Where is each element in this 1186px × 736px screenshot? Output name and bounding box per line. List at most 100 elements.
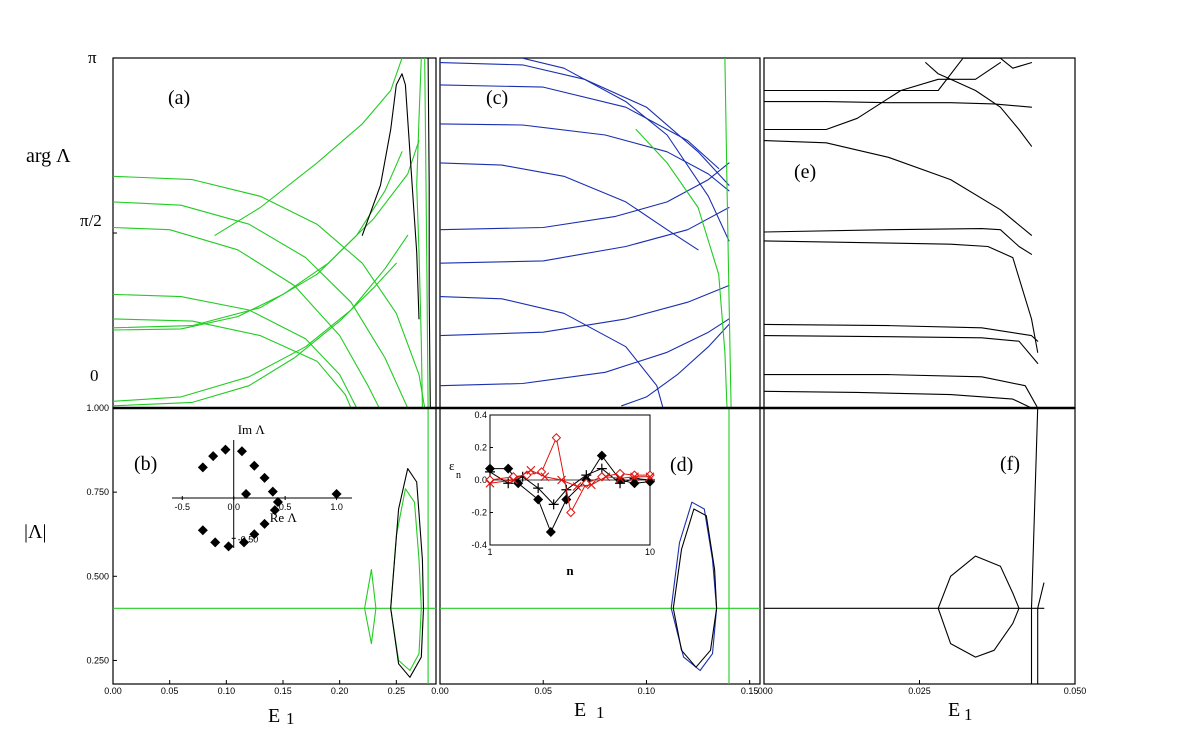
- inset-b-point-6: [267, 486, 278, 497]
- panel-a-series-line-11: [424, 58, 429, 408]
- inset-d-series-3-point-8: [615, 473, 625, 483]
- top-y-tick-pi: π: [88, 48, 97, 67]
- panel-e-series-line-10: [764, 390, 1033, 408]
- inset-d-series-0-point-3: [533, 494, 544, 505]
- panel-b-ytick-label-0: 0.250: [86, 655, 109, 665]
- x-axis-label-2-main: E: [574, 699, 586, 721]
- panel-a-series-line-5: [113, 234, 409, 402]
- inset-d-xtick-label-1: 10: [645, 547, 655, 557]
- panel-f: .000 0.025 0.050 (f): [755, 407, 1087, 696]
- panel-c-series-line-7: [440, 318, 730, 387]
- inset-d-xlabel: n: [566, 563, 574, 578]
- x-axis-label-2: E 1: [574, 699, 605, 722]
- inset-b-point-0: [197, 462, 208, 473]
- panel-a-series-line-10: [416, 58, 423, 408]
- inset-d-series-3-point-1: [508, 475, 518, 485]
- panel-e-series-line-2: [764, 101, 1033, 108]
- panel-a-series-line-8: [113, 262, 397, 407]
- inset-d-series-3-point-10: [645, 472, 655, 482]
- inset-b-point-4: [249, 460, 260, 471]
- panel-c-series-line-5: [440, 206, 730, 264]
- panel-e-label: (e): [794, 161, 816, 183]
- inset-d-series-3-point-2: [526, 465, 536, 475]
- x-axis-label-1: E 1: [268, 705, 295, 728]
- panel-f-xtick-label-2: 0.050: [1064, 686, 1087, 696]
- x-axis-label-2-sub: 1: [596, 703, 605, 722]
- inset-b-point-3: [236, 446, 247, 457]
- panel-e-series-line-7: [764, 323, 1039, 342]
- panel-a-series-line-2: [113, 226, 380, 408]
- inset-b-ylabel: Im Λ: [238, 422, 266, 437]
- panel-e-series-line-3: [764, 62, 1001, 131]
- panel-b-series-line-1: [364, 569, 377, 645]
- y-axis-label-top: arg Λ: [26, 145, 71, 167]
- panel-a-series-line-6: [113, 151, 403, 329]
- panel-c-label: (c): [486, 87, 508, 109]
- panel-c-series-line-12: [724, 58, 732, 408]
- panel-a-label: (a): [168, 87, 190, 109]
- panel-d-xtick-label-1: 0.05: [534, 686, 552, 696]
- inset-b-xtick-label-3: 1.0: [330, 502, 343, 512]
- panel-f-xtick-label-1: 0.025: [908, 686, 931, 696]
- inset-b-xtick-label-2: 0.5: [279, 502, 292, 512]
- panel-a-frame: [112, 57, 437, 409]
- panel-c: (c): [439, 57, 761, 409]
- inset-b: -0.5 0.0 0.5 1.0 -0.50 Im Λ Re Λ: [172, 422, 352, 552]
- panel-b-series: [113, 408, 436, 684]
- inset-b-point-16: [331, 489, 342, 499]
- inset-b-point-2: [220, 444, 231, 455]
- panel-f-series: [764, 408, 1045, 684]
- panel-b-ytick-label-1: 0.500: [86, 571, 109, 581]
- inset-b-point-14: [210, 537, 221, 548]
- inset-d-series-0-point-1: [503, 463, 514, 474]
- panel-f-label: (f): [1000, 453, 1020, 475]
- panel-c-series-line-9: [440, 84, 720, 170]
- x-axis-label-3-sub: 1: [964, 705, 973, 724]
- inset-d-series-3-point-5: [572, 482, 582, 491]
- panel-c-series: [440, 58, 732, 408]
- inset-d-series-1-point-4: [548, 499, 559, 510]
- panel-e: (e): [763, 57, 1076, 409]
- panel-b-label: (b): [134, 453, 157, 475]
- panel-a-series-line-7: [113, 140, 420, 331]
- inset-d-ytick-label-4: 0.4: [474, 410, 487, 420]
- x-axis-label-1-sub: 1: [286, 709, 295, 728]
- inset-d-ytick-label-1: -0.2: [471, 508, 487, 518]
- x-axis-label-1-main: E: [268, 705, 280, 727]
- panel-c-series-line-0: [440, 62, 730, 186]
- inset-b-point-13: [223, 541, 234, 552]
- panel-a-series-line-4: [113, 318, 352, 408]
- x-axis-label-3-main: E: [948, 699, 960, 721]
- inset-d-ylabel: ε: [449, 458, 455, 473]
- panel-f-frame: [763, 407, 1076, 685]
- inset-b-point-8: [241, 489, 252, 499]
- panel-d-xtick-label-3: 0.15: [741, 686, 759, 696]
- inset-b-point-5: [259, 472, 270, 483]
- panel-a-series-line-13: [427, 58, 431, 408]
- panel-c-series-line-1: [440, 162, 699, 251]
- inset-d-series-0-point-2: [513, 478, 524, 489]
- inset-d-series-3-point-6: [586, 480, 596, 490]
- panel-e-series-line-0: [925, 62, 1033, 147]
- panel-a-series: [113, 58, 431, 408]
- inset-d-series-0-point-4: [545, 527, 556, 537]
- panel-c-series-line-10: [621, 323, 730, 407]
- panel-c-series-line-11: [635, 128, 728, 408]
- inset-b-point-12: [239, 537, 249, 548]
- x-axis-label-3: E 1: [948, 699, 973, 724]
- inset-d-series-3-point-7: [601, 472, 611, 482]
- y-axis-label-bottom: |Λ|: [24, 521, 47, 543]
- panel-b-xtick-label-1: 0.05: [161, 686, 179, 696]
- panel-e-series-line-4: [764, 140, 1033, 236]
- inset-b-xtick-label-0: -0.5: [175, 502, 191, 512]
- panel-f-xtick-label-0: .000: [755, 686, 773, 696]
- panel-f-series-line-3: [1037, 582, 1045, 684]
- panel-c-series-line-4: [440, 284, 730, 337]
- inset-d-series-1-point-3: [533, 483, 544, 494]
- panel-d-series-line-2: [672, 508, 718, 668]
- top-y-tick-zero: 0: [90, 366, 99, 385]
- inset-b-xtick-label-1: 0.0: [227, 502, 240, 512]
